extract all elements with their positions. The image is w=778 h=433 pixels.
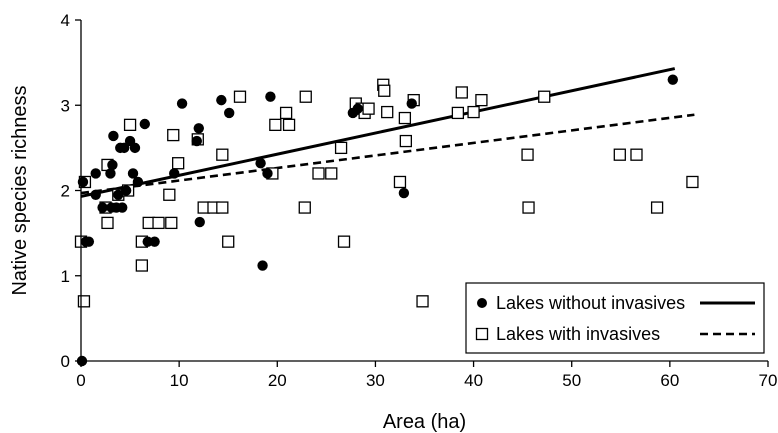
data-point-without-invasives [191, 135, 203, 147]
legend: Lakes without invasives Lakes with invasi… [465, 282, 765, 354]
data-point-without-invasives [223, 107, 235, 119]
y-tick-label: 1 [61, 267, 70, 286]
data-point-without-invasives [120, 185, 132, 196]
data-point-with-invasives [399, 134, 413, 148]
x-tick-label: 70 [759, 371, 778, 390]
data-point-without-invasives [90, 189, 101, 200]
data-point-with-invasives [334, 141, 348, 155]
data-point-with-invasives [467, 105, 480, 119]
x-tick-label: 10 [170, 371, 189, 390]
data-point-with-invasives [101, 216, 114, 230]
data-point-without-invasives [194, 216, 205, 228]
trendline-with-invasives [80, 113, 695, 195]
data-point-with-invasives [455, 86, 468, 99]
data-point-without-invasives [169, 168, 180, 179]
y-tick-label: 4 [61, 11, 70, 30]
data-point-with-invasives [630, 148, 643, 161]
data-point-with-invasives [337, 235, 351, 248]
data-point-without-invasives [90, 168, 101, 179]
data-point-without-invasives [406, 98, 417, 109]
data-point-with-invasives [172, 157, 185, 170]
data-point-with-invasives [522, 201, 535, 214]
x-axis-label: Area (ha) [383, 411, 466, 433]
data-point-without-invasives [667, 74, 679, 85]
data-point-without-invasives [398, 187, 410, 199]
data-point-with-invasives [165, 216, 178, 230]
data-point-with-invasives [233, 90, 247, 103]
data-point-without-invasives [257, 260, 268, 271]
y-tick-label: 3 [61, 96, 70, 115]
data-point-without-invasives [113, 189, 124, 200]
data-point-with-invasives [216, 148, 229, 161]
legend-label: Lakes with invasives [496, 324, 660, 344]
legend-marker-without-invasives [477, 298, 487, 308]
data-point-with-invasives [398, 111, 412, 125]
data-point-with-invasives [222, 235, 235, 248]
data-point-with-invasives [216, 201, 229, 214]
data-point-with-invasives [312, 167, 325, 180]
data-point-with-invasives [416, 295, 429, 308]
data-point-without-invasives [108, 130, 119, 142]
data-point-with-invasives [279, 106, 293, 120]
data-point-with-invasives [325, 167, 338, 180]
x-tick-label: 50 [562, 371, 581, 390]
axes: 0 10 20 30 40 50 60 70 0 1 2 3 4 Area (ha) Native spec… [9, 11, 777, 433]
data-point-with-invasives [538, 90, 551, 103]
data-point-without-invasives [193, 123, 204, 134]
data-point-without-invasives [77, 176, 89, 188]
data-point-without-invasives [255, 158, 266, 169]
data-point-with-invasives [269, 118, 282, 132]
data-point-with-invasives [135, 259, 148, 272]
data-point-with-invasives [613, 148, 626, 161]
data-point-without-invasives [129, 142, 141, 154]
data-point-without-invasives [97, 202, 108, 213]
data-point-without-invasives [262, 168, 273, 179]
legend-label: Lakes without invasives [496, 293, 685, 313]
data-point-with-invasives [378, 84, 391, 97]
data-point-with-invasives [163, 188, 176, 201]
data-point-without-invasives [105, 168, 116, 179]
data-point-without-invasives [127, 168, 139, 179]
data-point-with-invasives [451, 106, 465, 120]
x-tick-label: 60 [660, 371, 679, 390]
data-point-with-invasives [298, 201, 311, 214]
x-tick-label: 30 [366, 371, 385, 390]
data-point-without-invasives [107, 159, 118, 171]
data-point-without-invasives [118, 142, 130, 154]
plot-area [74, 67, 699, 367]
data-point-with-invasives [77, 295, 91, 308]
x-tick-label: 40 [464, 371, 483, 390]
data-point-with-invasives [381, 105, 394, 119]
x-tick-label: 0 [76, 371, 85, 390]
data-point-without-invasives [352, 103, 363, 114]
legend-marker-with-invasives [475, 327, 489, 341]
data-point-with-invasives [299, 90, 312, 103]
data-point-without-invasives [216, 94, 227, 106]
data-point-with-invasives [123, 118, 137, 132]
data-point-with-invasives [686, 175, 699, 189]
data-point-with-invasives [362, 102, 375, 115]
y-axis-label: Native species richness [9, 85, 31, 295]
trendline-without-invasives [80, 67, 676, 198]
data-point-with-invasives [152, 216, 165, 230]
data-point-without-invasives [83, 236, 95, 247]
legend-box [465, 282, 765, 354]
y-tick-label: 2 [61, 182, 70, 201]
data-point-without-invasives [265, 91, 276, 102]
data-point-without-invasives [117, 202, 128, 213]
y-tick-label: 0 [61, 352, 70, 371]
data-point-with-invasives [650, 201, 664, 214]
data-point-without-invasives [132, 176, 144, 188]
data-point-with-invasives [475, 93, 488, 107]
data-point-with-invasives [393, 175, 407, 189]
data-point-with-invasives [282, 118, 296, 132]
data-point-without-invasives [149, 236, 160, 247]
data-point-with-invasives [167, 128, 180, 142]
data-point-without-invasives [176, 98, 188, 109]
data-point-with-invasives [521, 148, 534, 161]
x-tick-label: 20 [268, 371, 287, 390]
data-point-without-invasives [139, 118, 150, 130]
